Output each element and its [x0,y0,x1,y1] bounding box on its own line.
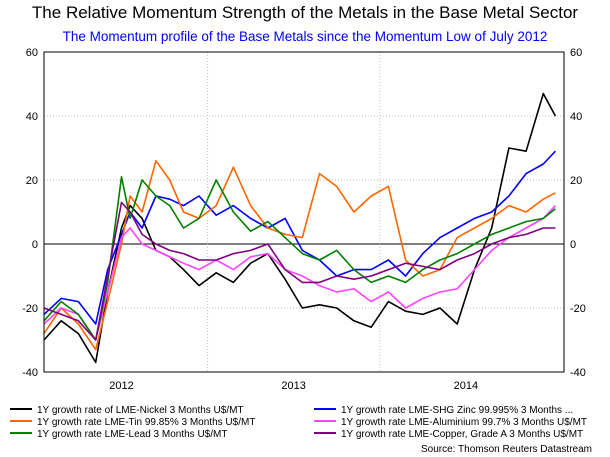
series-line-4 [43,176,556,341]
y-tick-label-right: -20 [570,303,586,315]
legend-item-tin: 1Y growth rate LME-Tin 99.85% 3 Months U… [10,417,255,429]
x-tick-label: 2014 [454,380,478,392]
legend-label-tin: 1Y growth rate LME-Tin 99.85% 3 Months U… [37,417,256,428]
y-tick-label-right: 20 [570,175,582,187]
x-tick-label: 2012 [109,380,133,392]
axis-layer: -40 -40 -20 -20 0 0 20 20 40 40 60 60 2012 2013 2014 [22,47,586,392]
legend-label-nickel: 1Y growth rate of LME-Nickel 3 Months U$… [37,405,244,416]
legend-item-nickel: 1Y growth rate of LME-Nickel 3 Months U$… [10,405,244,417]
legend-swatch-copper [314,432,336,435]
series-layer [43,92,557,364]
legend: 1Y growth rate of LME-Nickel 3 Months U$… [10,405,605,443]
legend-item-copper: 1Y growth rate LME-Copper, Grade A 3 Mon… [314,429,583,441]
y-tick-label-right: 40 [570,111,582,123]
legend-label-aluminium: 1Y growth rate LME-Aluminium 99.7% 3 Mon… [341,417,588,428]
series-line-2 [43,160,556,351]
source-note: Source: Thomson Reuters Datastream [420,444,592,455]
y-tick-label-right: -40 [570,367,586,379]
y-tick-label-left: 60 [26,47,38,59]
y-tick-label-right: 60 [570,47,582,59]
series-line-0 [43,92,557,364]
legend-label-lead: 1Y growth rate LME-Lead 3 Months U$/MT [37,429,228,440]
legend-swatch-tin [10,420,32,423]
grid-layer [44,52,564,372]
x-tick-label: 2013 [281,380,305,392]
legend-swatch-zinc [314,408,336,411]
y-tick-label-right: 0 [570,239,576,251]
legend-item-zinc: 1Y growth rate LME-SHG Zinc 99.995% 3 Mo… [314,405,573,417]
y-tick-label-left: -20 [22,303,38,315]
series-line-5 [43,201,556,341]
y-tick-label-left: 0 [32,239,38,251]
legend-swatch-nickel [10,408,32,411]
y-tick-label-left: 40 [26,111,38,123]
legend-label-copper: 1Y growth rate LME-Copper, Grade A 3 Mon… [341,429,584,440]
legend-label-zinc: 1Y growth rate LME-SHG Zinc 99.995% 3 Mo… [341,405,574,416]
legend-swatch-lead [10,432,32,435]
y-tick-label-left: 20 [26,175,38,187]
chart-subtitle: The Momentum profile of the Base Metals … [62,29,548,44]
legend-swatch-aluminium [314,420,336,423]
chart-title: The Relative Momentum Strength of the Me… [31,3,579,22]
legend-item-aluminium: 1Y growth rate LME-Aluminium 99.7% 3 Mon… [314,417,587,429]
plot-frame [43,51,565,373]
y-tick-label-left: -40 [22,367,38,379]
legend-item-lead: 1Y growth rate LME-Lead 3 Months U$/MT [10,429,227,441]
